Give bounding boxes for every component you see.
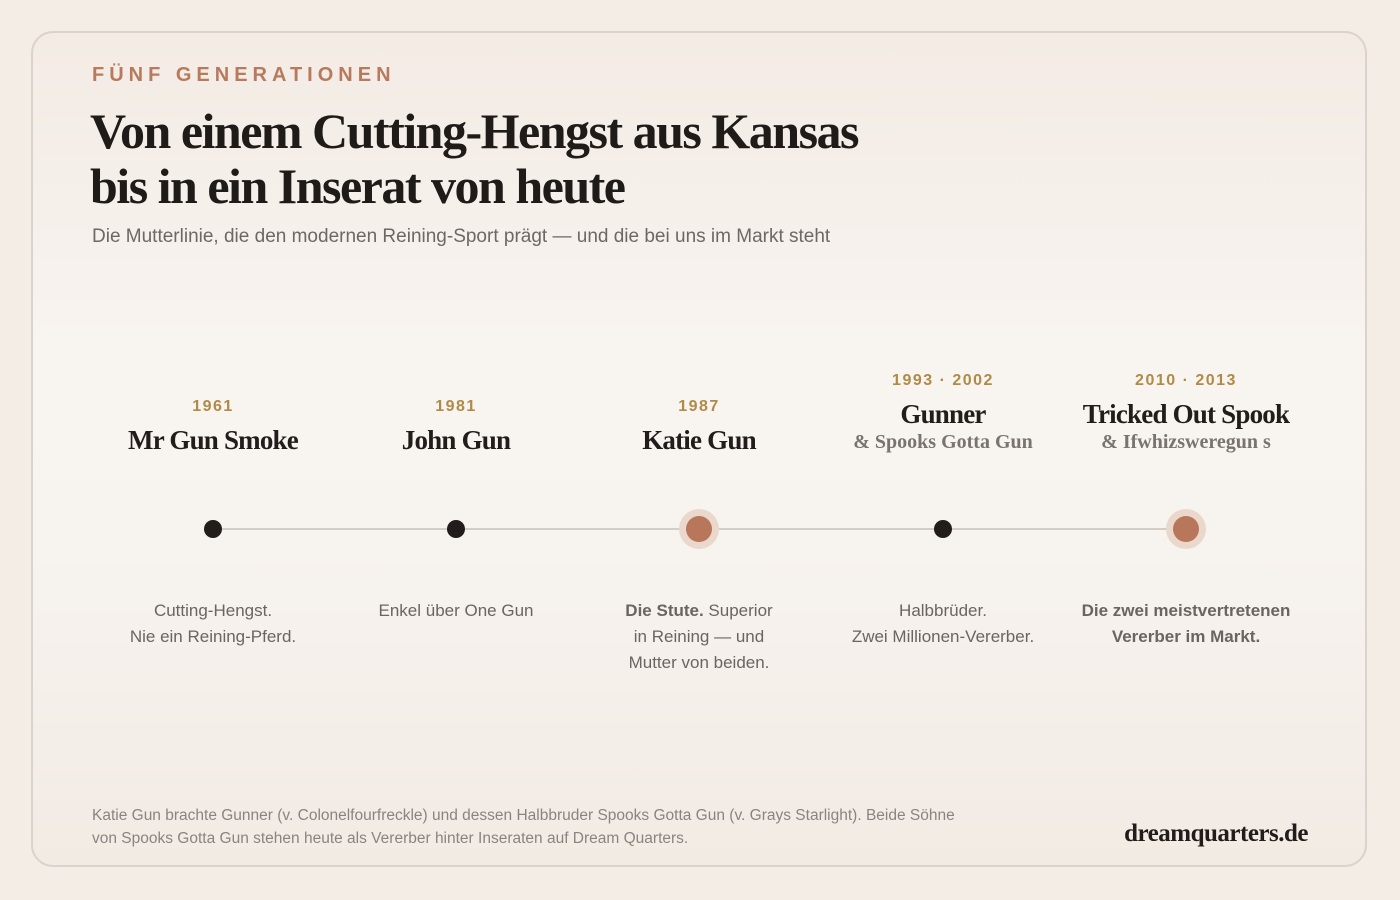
footnote: Katie Gun brachte Gunner (v. Colonelfour… — [92, 804, 1012, 850]
title-line-1: Von einem Cutting-Hengst aus Kansas — [90, 103, 860, 159]
generation-heading-3: 1987 Katie Gun — [569, 398, 829, 456]
generation-year: 1961 — [192, 398, 234, 415]
generation-heading-4: 1993 · 2002 Gunner & Spooks Gotta Gun — [813, 372, 1073, 454]
description-line: Cutting-Hengst. — [153, 601, 273, 620]
description-line: Zwei Millionen-Vererber. — [851, 627, 1035, 646]
footnote-line-2: von Spooks Gotta Gun stehen heute als Ve… — [92, 830, 689, 847]
generation-description-3: Die Stute. Superior in Reining — und Mut… — [589, 598, 809, 676]
generation-name: Mr Gun Smoke — [128, 425, 299, 455]
generation-description-4: Halbbrüder. Zwei Millionen-Vererber. — [833, 598, 1053, 650]
generation-name: Tricked Out Spook — [1082, 399, 1290, 429]
timeline-dot-3-highlight — [686, 516, 712, 542]
generation-year: 1987 — [678, 398, 720, 415]
description-text: Superior — [703, 601, 773, 620]
description-line: Die Stute. Superior — [589, 598, 809, 624]
description-bold: Die Stute. — [625, 601, 704, 620]
generation-subname: & Ifwhizsweregun s — [1101, 431, 1271, 453]
generation-description-1: Cutting-Hengst. Nie ein Reining-Pferd. — [103, 598, 323, 650]
description-bold: Die zwei meistvertretenen — [1081, 601, 1291, 620]
generation-description-2: Enkel über One Gun — [346, 598, 566, 624]
generation-year: 2010 · 2013 — [1135, 372, 1237, 389]
generation-year: 1981 — [435, 398, 477, 415]
description-line: in Reining — und — [633, 627, 765, 646]
description-line: Enkel über One Gun — [378, 601, 534, 620]
generation-heading-1: 1961 Mr Gun Smoke — [83, 398, 343, 456]
eyebrow-label: FÜNF GENERATIONEN — [92, 64, 396, 86]
timeline-dot-2 — [447, 520, 465, 538]
page-title: Von einem Cutting-Hengst aus Kansas bis … — [90, 104, 990, 214]
timeline-dot-5-highlight — [1173, 516, 1199, 542]
infographic-card — [31, 31, 1367, 867]
description-line: Die zwei meistvertretenen — [1066, 598, 1306, 624]
description-bold: Vererber im Markt. — [1111, 627, 1261, 646]
generation-name: Katie Gun — [642, 425, 756, 455]
generation-description-5: Die zwei meistvertretenen Vererber im Ma… — [1066, 598, 1306, 650]
generation-subname: & Spooks Gotta Gun — [853, 431, 1033, 453]
description-line: Mutter von beiden. — [628, 653, 770, 672]
description-line: Nie ein Reining-Pferd. — [129, 627, 297, 646]
footnote-line-1: Katie Gun brachte Gunner (v. Colonelfour… — [92, 807, 955, 824]
page-subtitle: Die Mutterlinie, die den modernen Reinin… — [92, 226, 831, 247]
generation-name: John Gun — [401, 425, 511, 455]
generation-heading-5: 2010 · 2013 Tricked Out Spook & Ifwhizsw… — [1056, 372, 1316, 454]
generation-year: 1993 · 2002 — [892, 372, 994, 389]
generation-name: Gunner — [900, 399, 986, 429]
generation-heading-2: 1981 John Gun — [326, 398, 586, 456]
description-line: Halbbrüder. — [899, 601, 987, 620]
timeline-dot-4 — [934, 520, 952, 538]
title-line-2: bis in ein Inserat von heute — [90, 158, 626, 214]
timeline-dot-1 — [204, 520, 222, 538]
description-line: Vererber im Markt. — [1066, 624, 1306, 650]
brand-logo-text: dreamquarters.de — [1124, 820, 1308, 847]
